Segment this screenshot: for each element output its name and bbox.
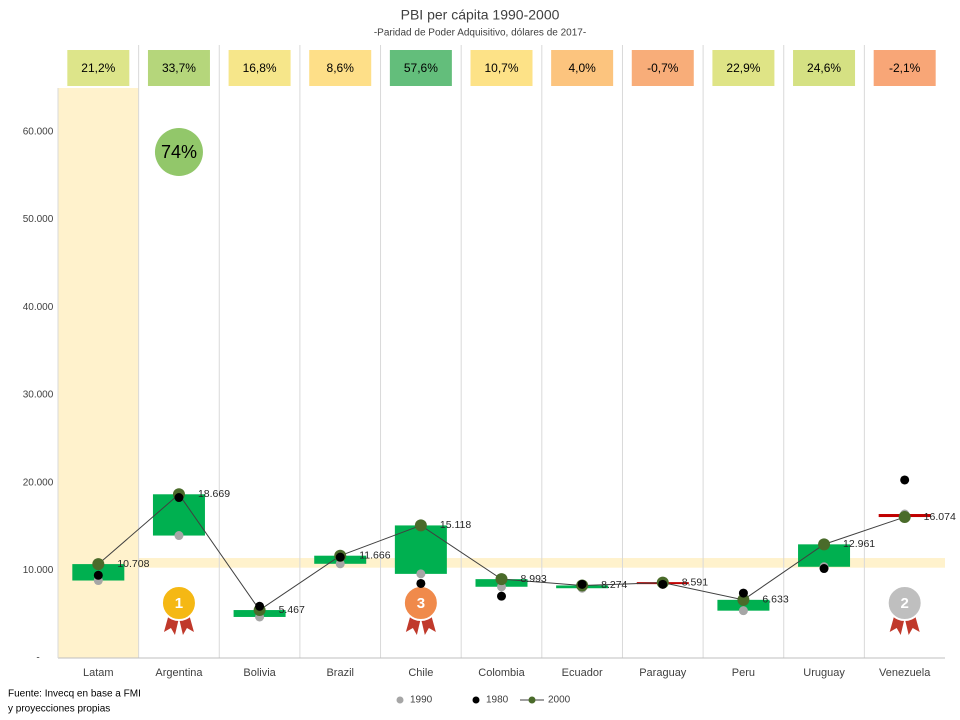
- growth-label: -2,1%: [889, 61, 921, 75]
- annotation-circle: [154, 128, 203, 176]
- x-tick-label: Paraguay: [639, 667, 687, 679]
- source: Fuente: Invecq en base a FMI: [8, 689, 141, 700]
- data-label: 11.666: [359, 549, 390, 561]
- data-label: 18.669: [198, 488, 230, 500]
- point-2000: [818, 538, 831, 551]
- y-tick-label: 20.000: [23, 477, 54, 488]
- y-tick-label: 40.000: [23, 302, 54, 313]
- medal-label: 1: [175, 595, 183, 612]
- growth-label: 8,6%: [327, 61, 355, 75]
- growth-badge: [67, 50, 130, 86]
- point-1980: [93, 570, 103, 580]
- point-1990: [335, 559, 345, 569]
- point-1980: [255, 601, 265, 611]
- legend-label: 2000: [548, 695, 571, 706]
- data-label: 8.591: [682, 576, 708, 588]
- growth-label: -0,7%: [647, 61, 679, 75]
- point-1980: [819, 564, 829, 574]
- point-1980: [900, 475, 910, 485]
- data-label: 10.708: [117, 558, 149, 570]
- legend-marker: [472, 696, 480, 704]
- point-2000: [495, 573, 508, 586]
- growth-badge: [309, 50, 372, 86]
- x-tick-label: Ecuador: [562, 667, 603, 679]
- data-label: 16.074: [924, 511, 956, 523]
- growth-label: 10,7%: [484, 61, 518, 75]
- source: y proyecciones propias: [8, 704, 110, 715]
- point-2000: [414, 519, 427, 532]
- x-tick-label: Uruguay: [803, 667, 845, 679]
- legend-label: 1980: [486, 695, 509, 706]
- x-tick-label: Brazil: [326, 667, 354, 679]
- y-tick-label: 50.000: [23, 214, 54, 225]
- growth-badge: [631, 50, 694, 86]
- annotation-label: 74%: [161, 142, 197, 162]
- medal: [160, 585, 197, 621]
- point-2000: [898, 511, 911, 524]
- growth-badge: [389, 50, 452, 86]
- chart-subtitle: -Paridad de Poder Adquisitivo, dólares d…: [374, 28, 586, 39]
- point-1980: [174, 493, 184, 503]
- y-tick-label: 30.000: [23, 390, 54, 401]
- growth-badge: [873, 50, 936, 86]
- data-label: 8.993: [521, 573, 547, 585]
- growth-badge: [551, 50, 614, 86]
- y-tick-label: -: [36, 653, 39, 664]
- growth-badge: [228, 50, 291, 86]
- reference-band: [58, 558, 945, 568]
- medal: [886, 585, 923, 621]
- growth-label: 24,6%: [807, 61, 841, 75]
- point-1980: [335, 552, 345, 562]
- growth-label: 22,9%: [726, 61, 760, 75]
- x-tick-label: Colombia: [478, 667, 525, 679]
- growth-badge: [147, 50, 210, 86]
- x-tick-label: Latam: [83, 667, 114, 679]
- change-box: [394, 525, 447, 574]
- point-1980: [416, 578, 426, 588]
- y-tick-label: 60.000: [23, 126, 54, 137]
- data-label: 6.633: [762, 594, 788, 606]
- data-label: 5.467: [279, 604, 305, 616]
- legend-marker: [396, 696, 404, 704]
- x-tick-label: Bolivia: [243, 667, 276, 679]
- chart-title: PBI per cápita 1990-2000: [401, 7, 560, 23]
- growth-label: 4,0%: [568, 61, 596, 75]
- data-label: 12.961: [843, 538, 875, 550]
- point-2000: [92, 558, 105, 571]
- point-1980: [577, 579, 587, 589]
- point-1980: [738, 588, 748, 598]
- growth-label: 57,6%: [404, 61, 438, 75]
- point-1990: [738, 606, 748, 616]
- point-1980: [658, 579, 668, 589]
- growth-label: 33,7%: [162, 61, 196, 75]
- data-label: 15.118: [440, 519, 471, 531]
- x-tick-label: Peru: [732, 667, 755, 679]
- data-label: 8.274: [601, 579, 627, 591]
- point-1980: [497, 591, 506, 601]
- medal-label: 2: [901, 595, 909, 612]
- point-2000: [737, 593, 750, 606]
- point-1990: [416, 569, 426, 579]
- change-box: [798, 544, 851, 567]
- x-tick-label: Venezuela: [879, 667, 931, 679]
- growth-label: 16,8%: [243, 61, 277, 75]
- x-tick-label: Chile: [408, 667, 433, 679]
- growth-badge: [712, 50, 775, 86]
- y-tick-label: 10.000: [23, 565, 54, 576]
- legend-marker: [528, 696, 536, 704]
- growth-badge: [470, 50, 533, 86]
- x-tick-label: Argentina: [155, 667, 203, 679]
- legend-label: 1990: [410, 695, 433, 706]
- growth-badge: [793, 50, 856, 86]
- point-1990: [174, 531, 184, 541]
- medal-label: 3: [417, 595, 425, 612]
- growth-label: 21,2%: [81, 61, 115, 75]
